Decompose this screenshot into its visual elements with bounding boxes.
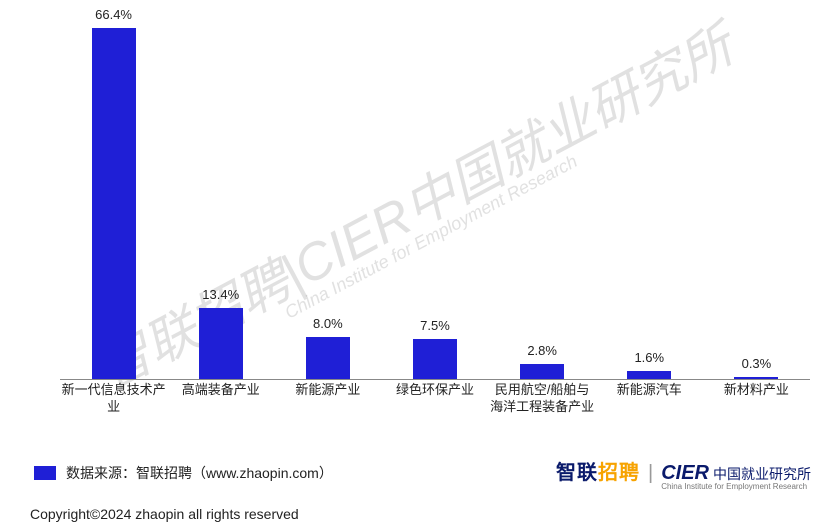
logo-separator: |: [648, 462, 653, 485]
x-axis-label: 民用航空/船舶与海洋工程装备产业: [489, 382, 596, 416]
cier-logo: CIER 中国就业研究所 China Institute for Employm…: [661, 463, 811, 491]
bar-value-label: 13.4%: [199, 287, 243, 302]
bar-value-label: 0.3%: [734, 356, 778, 371]
x-axis-label: 新能源产业: [274, 382, 381, 399]
cier-en: China Institute for Employment Research: [661, 483, 811, 491]
bar-value-label: 7.5%: [413, 318, 457, 333]
x-axis-label: 新材料产业: [703, 382, 810, 399]
bar-value-label: 2.8%: [520, 343, 564, 358]
bar: 66.4%: [92, 28, 136, 379]
cier-cn: 中国就业研究所: [713, 467, 811, 481]
zhaopin-logo: 智联招聘: [556, 456, 640, 485]
bar-value-label: 1.6%: [627, 350, 671, 365]
source-row: 数据来源：智联招聘（www.zhaopin.com） 智联招聘 | CIER 中…: [34, 460, 811, 486]
x-axis-label: 高端装备产业: [167, 382, 274, 399]
bar-value-label: 66.4%: [92, 7, 136, 22]
bar: 8.0%: [306, 337, 350, 379]
bar-plot: 66.4% 13.4% 8.0% 7.5% 2.8% 1.6% 0.3%: [60, 10, 810, 380]
bar: 0.3%: [734, 377, 778, 379]
bar-value-label: 8.0%: [306, 316, 350, 331]
chart-area: 智联招聘|CIER中国就业研究所 China Institute for Emp…: [30, 10, 810, 440]
source-text: 数据来源：智联招聘（www.zhaopin.com）: [66, 463, 333, 483]
x-axis-label: 绿色环保产业: [381, 382, 488, 399]
x-axis-label: 新一代信息技术产业: [60, 382, 167, 416]
bar: 13.4%: [199, 308, 243, 379]
bar: 7.5%: [413, 339, 457, 379]
brand-logos: 智联招聘 | CIER 中国就业研究所 China Institute for …: [556, 456, 811, 491]
bar: 1.6%: [627, 371, 671, 379]
cier-text: CIER: [661, 463, 709, 483]
x-axis-label: 新能源汽车: [596, 382, 703, 399]
legend-swatch: [34, 466, 56, 480]
copyright: Copyright©2024 zhaopin all rights reserv…: [30, 506, 299, 522]
bar: 2.8%: [520, 364, 564, 379]
